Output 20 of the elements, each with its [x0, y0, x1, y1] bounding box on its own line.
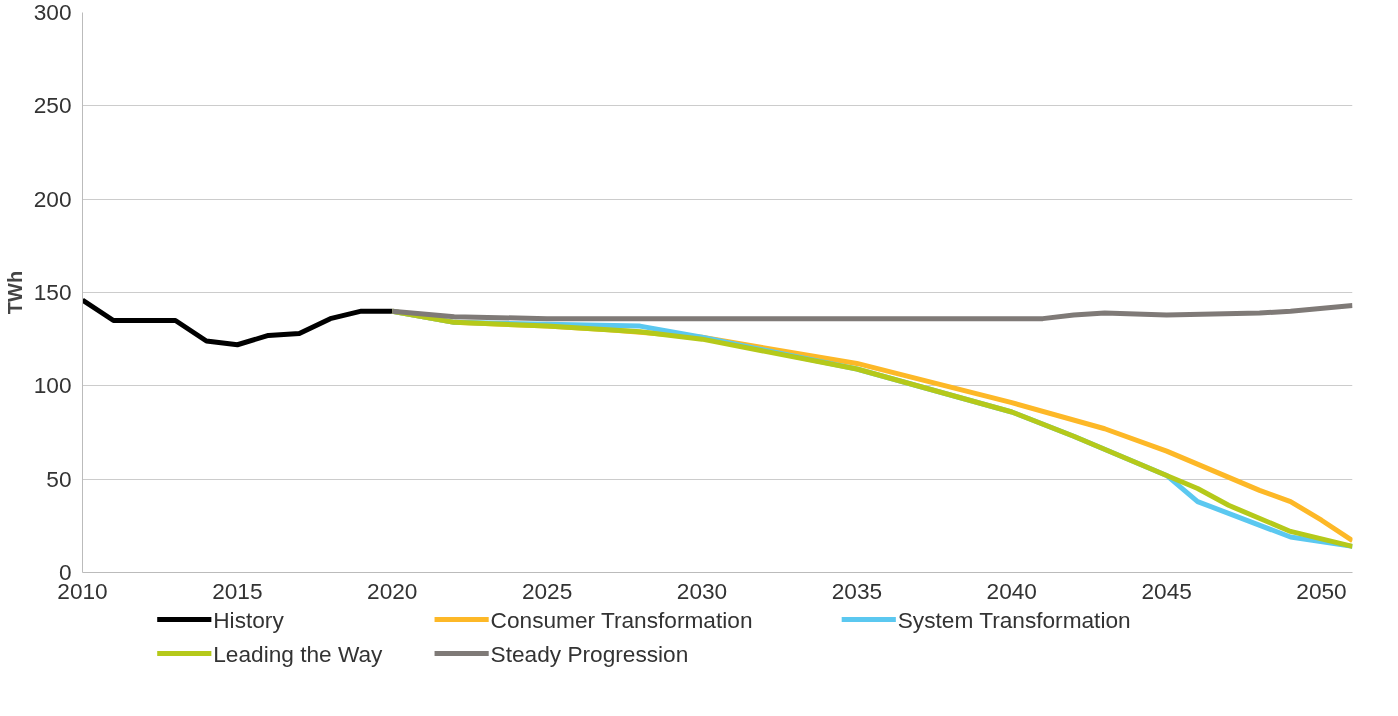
x-tick-label: 2025 [521, 577, 573, 604]
x-tick-label: 2035 [831, 577, 883, 604]
y-tick-label: 50 [46, 465, 72, 492]
y-tick-label: 300 [33, 0, 72, 25]
legend-label: History [213, 606, 285, 633]
legend-label: System Transformation [897, 606, 1131, 633]
x-tick-label: 2050 [1296, 577, 1347, 604]
x-tick-label: 2030 [676, 577, 728, 604]
y-tick-label: 100 [33, 372, 72, 399]
legend-label: Leading the Way [213, 640, 384, 667]
x-tick-label: 2040 [986, 577, 1037, 604]
y-tick-label: 150 [33, 279, 72, 305]
x-tick-label: 2015 [212, 577, 263, 604]
legend-label: Steady Progression [490, 640, 689, 667]
y-tick-label: 250 [33, 92, 72, 119]
y-tick-label: 200 [33, 185, 72, 212]
y-axis-title: TWh [3, 270, 26, 315]
x-tick-label: 2045 [1141, 577, 1192, 604]
x-tick-label: 2020 [367, 577, 418, 604]
legend-label: Consumer Transformation [490, 606, 753, 633]
